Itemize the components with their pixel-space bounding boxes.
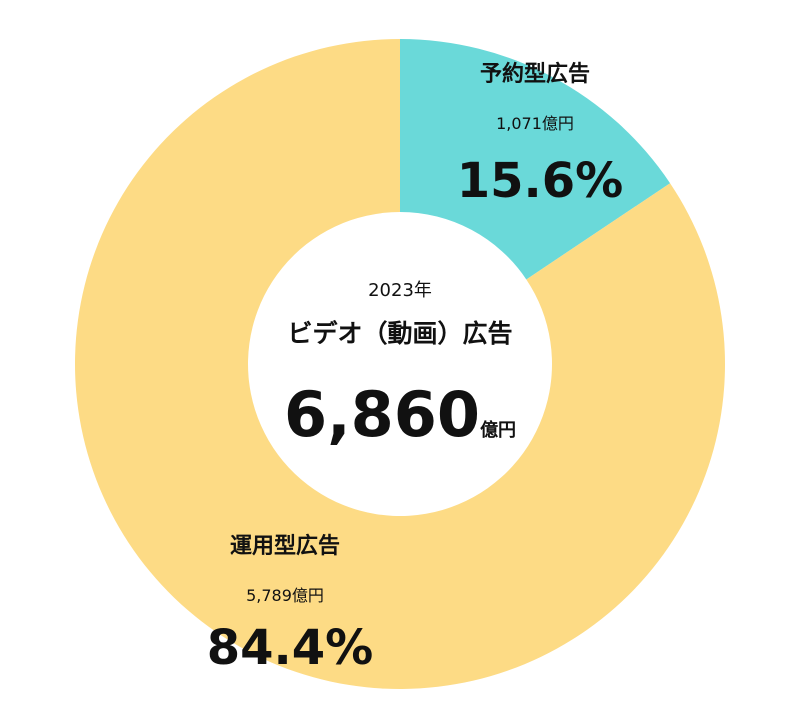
slice-label-yoyaku: 予約型広告 (479, 62, 590, 87)
total-unit: 億円 (480, 420, 517, 441)
slice-unyou (74, 39, 725, 689)
slice-yoyaku (400, 39, 671, 280)
slice-percent-unyou: 84.4% (206, 620, 374, 676)
center-total: 6,860億円 (240, 378, 560, 451)
slice-amount-yoyaku: 1,071億円 (496, 114, 574, 133)
center-year: 2023年 (368, 280, 432, 301)
slice-percent-yoyaku: 15.6% (456, 153, 624, 209)
slice-amount-unyou: 5,789億円 (246, 586, 324, 605)
total-value: 6,860 (283, 378, 481, 451)
slice-label-unyou: 運用型広告 (229, 534, 340, 559)
center-title: ビデオ（動画）広告 (287, 319, 513, 348)
